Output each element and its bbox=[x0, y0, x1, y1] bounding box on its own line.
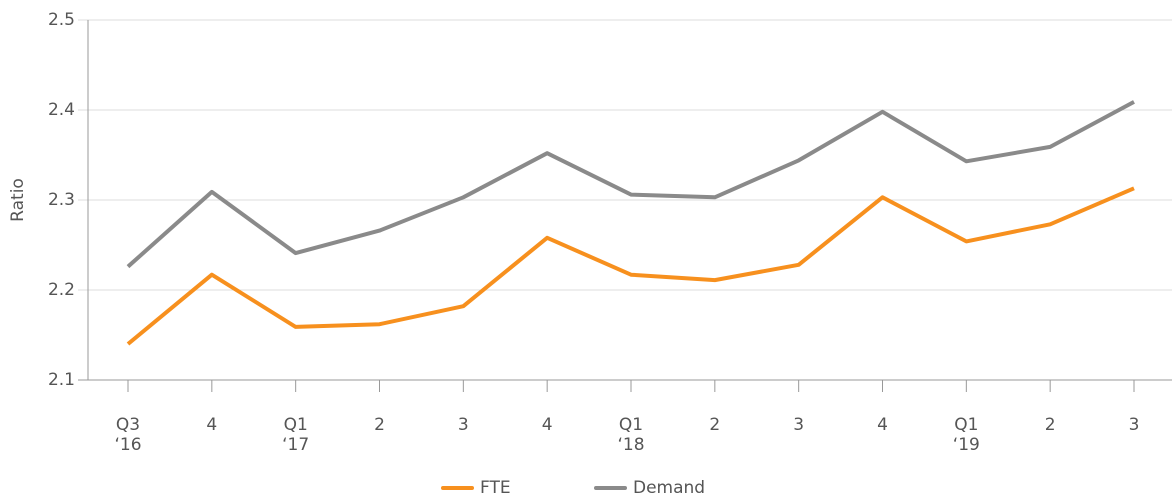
legend-label: Demand bbox=[633, 478, 705, 498]
x-tick-label: 2 bbox=[1045, 415, 1056, 435]
y-axis-label: Ratio bbox=[8, 178, 28, 222]
x-tick-label: 3 bbox=[793, 415, 804, 435]
y-tick-label: 2.4 bbox=[48, 100, 75, 120]
y-tick-label: 2.5 bbox=[48, 10, 75, 30]
x-tick-label: Q3 ‘16 bbox=[114, 415, 141, 455]
x-tick-label: Q1 ‘18 bbox=[617, 415, 644, 455]
x-tick-label: 4 bbox=[206, 415, 217, 435]
x-tick-label: 4 bbox=[877, 415, 888, 435]
x-tick-label: 2 bbox=[374, 415, 385, 435]
x-tick-label: 2 bbox=[709, 415, 720, 435]
y-tick-label: 2.2 bbox=[48, 280, 75, 300]
line bbox=[126, 186, 1135, 346]
line bbox=[126, 100, 1135, 269]
x-tick-label: 3 bbox=[458, 415, 469, 435]
x-tick-label: Q1 ‘17 bbox=[282, 415, 309, 455]
x-tick-label: Q1 ‘19 bbox=[953, 415, 980, 455]
x-tick-label: 3 bbox=[1129, 415, 1140, 435]
y-tick-label: 2.1 bbox=[48, 370, 75, 390]
legend-label: FTE bbox=[480, 478, 511, 498]
y-tick-label: 2.3 bbox=[48, 190, 75, 210]
x-tick-label: 4 bbox=[542, 415, 553, 435]
